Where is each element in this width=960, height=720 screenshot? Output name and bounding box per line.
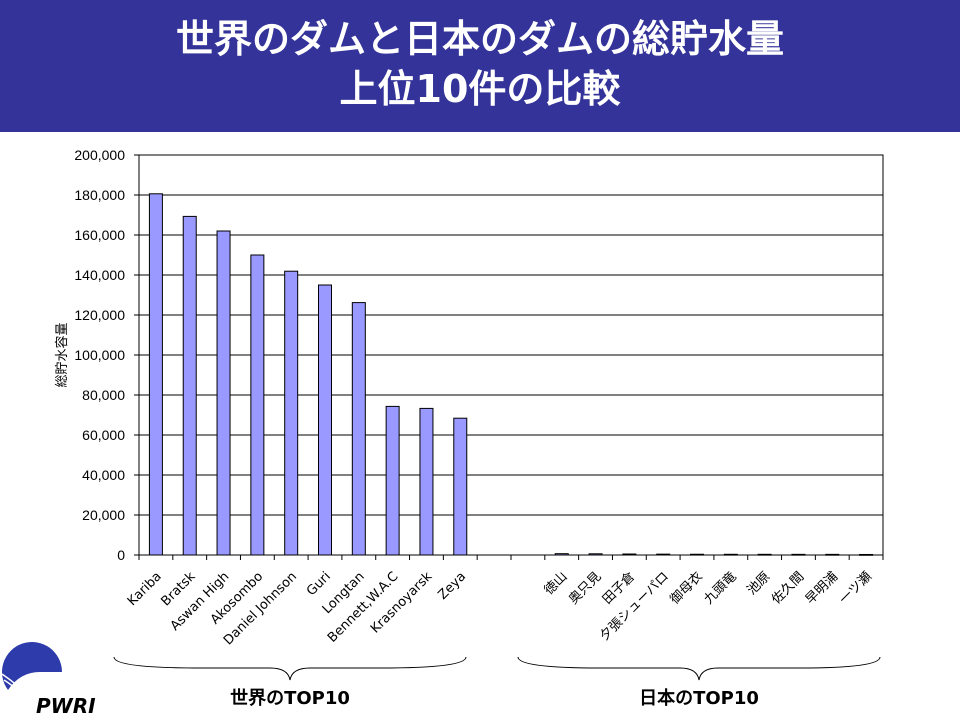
x-category-label: 早明浦 xyxy=(803,569,841,607)
y-tick-label: 180,000 xyxy=(74,187,125,203)
title-line-2: 上位10件の比較 xyxy=(339,67,621,111)
y-tick-label: 140,000 xyxy=(74,267,125,283)
y-tick-label: 40,000 xyxy=(82,467,125,483)
x-category-label: 佐久間 xyxy=(769,569,807,607)
title-banner: 世界のダムと日本のダムの総貯水量 上位10件の比較 xyxy=(0,0,960,132)
x-category-label: 御母衣 xyxy=(667,569,706,608)
x-category-label: 奥只見 xyxy=(566,569,604,607)
x-category-label: Kariba xyxy=(125,569,165,609)
x-category-label: Guri xyxy=(304,569,334,599)
brace-world xyxy=(113,656,467,681)
x-category-label: 池原 xyxy=(744,569,773,598)
x-category-label: 徳山 xyxy=(542,569,571,598)
bar xyxy=(250,254,265,556)
y-tick-label: 160,000 xyxy=(74,227,125,243)
y-tick-label: 60,000 xyxy=(82,427,125,443)
y-tick-label: 200,000 xyxy=(74,147,125,163)
y-tick-label: 120,000 xyxy=(74,307,125,323)
brace-japan xyxy=(517,656,881,681)
y-axis-label: 総貯水容量 xyxy=(54,322,70,387)
x-category-label: 九頭竜 xyxy=(701,569,739,607)
y-tick-label: 100,000 xyxy=(74,347,125,363)
logo-text: PWRI xyxy=(36,694,96,718)
pwri-logo: PWRI xyxy=(1,642,96,718)
group-label-world: 世界のTOP10 xyxy=(230,688,350,709)
bar xyxy=(385,405,400,556)
y-tick-label: 0 xyxy=(117,547,125,563)
bar xyxy=(453,417,468,556)
y-tick-label: 80,000 xyxy=(82,387,125,403)
group-label-japan: 日本のTOP10 xyxy=(639,687,759,709)
x-category-label: Zeya xyxy=(435,569,469,603)
bar xyxy=(351,302,366,556)
title-line-1: 世界のダムと日本のダムの総貯水量 xyxy=(175,17,784,61)
bar xyxy=(419,407,434,556)
bar xyxy=(318,284,332,556)
bar xyxy=(284,270,299,556)
y-tick-label: 20,000 xyxy=(82,507,125,523)
x-category-label: 一ツ瀬 xyxy=(837,569,875,607)
bar xyxy=(148,193,163,556)
bar xyxy=(182,215,197,556)
bar xyxy=(216,230,231,556)
